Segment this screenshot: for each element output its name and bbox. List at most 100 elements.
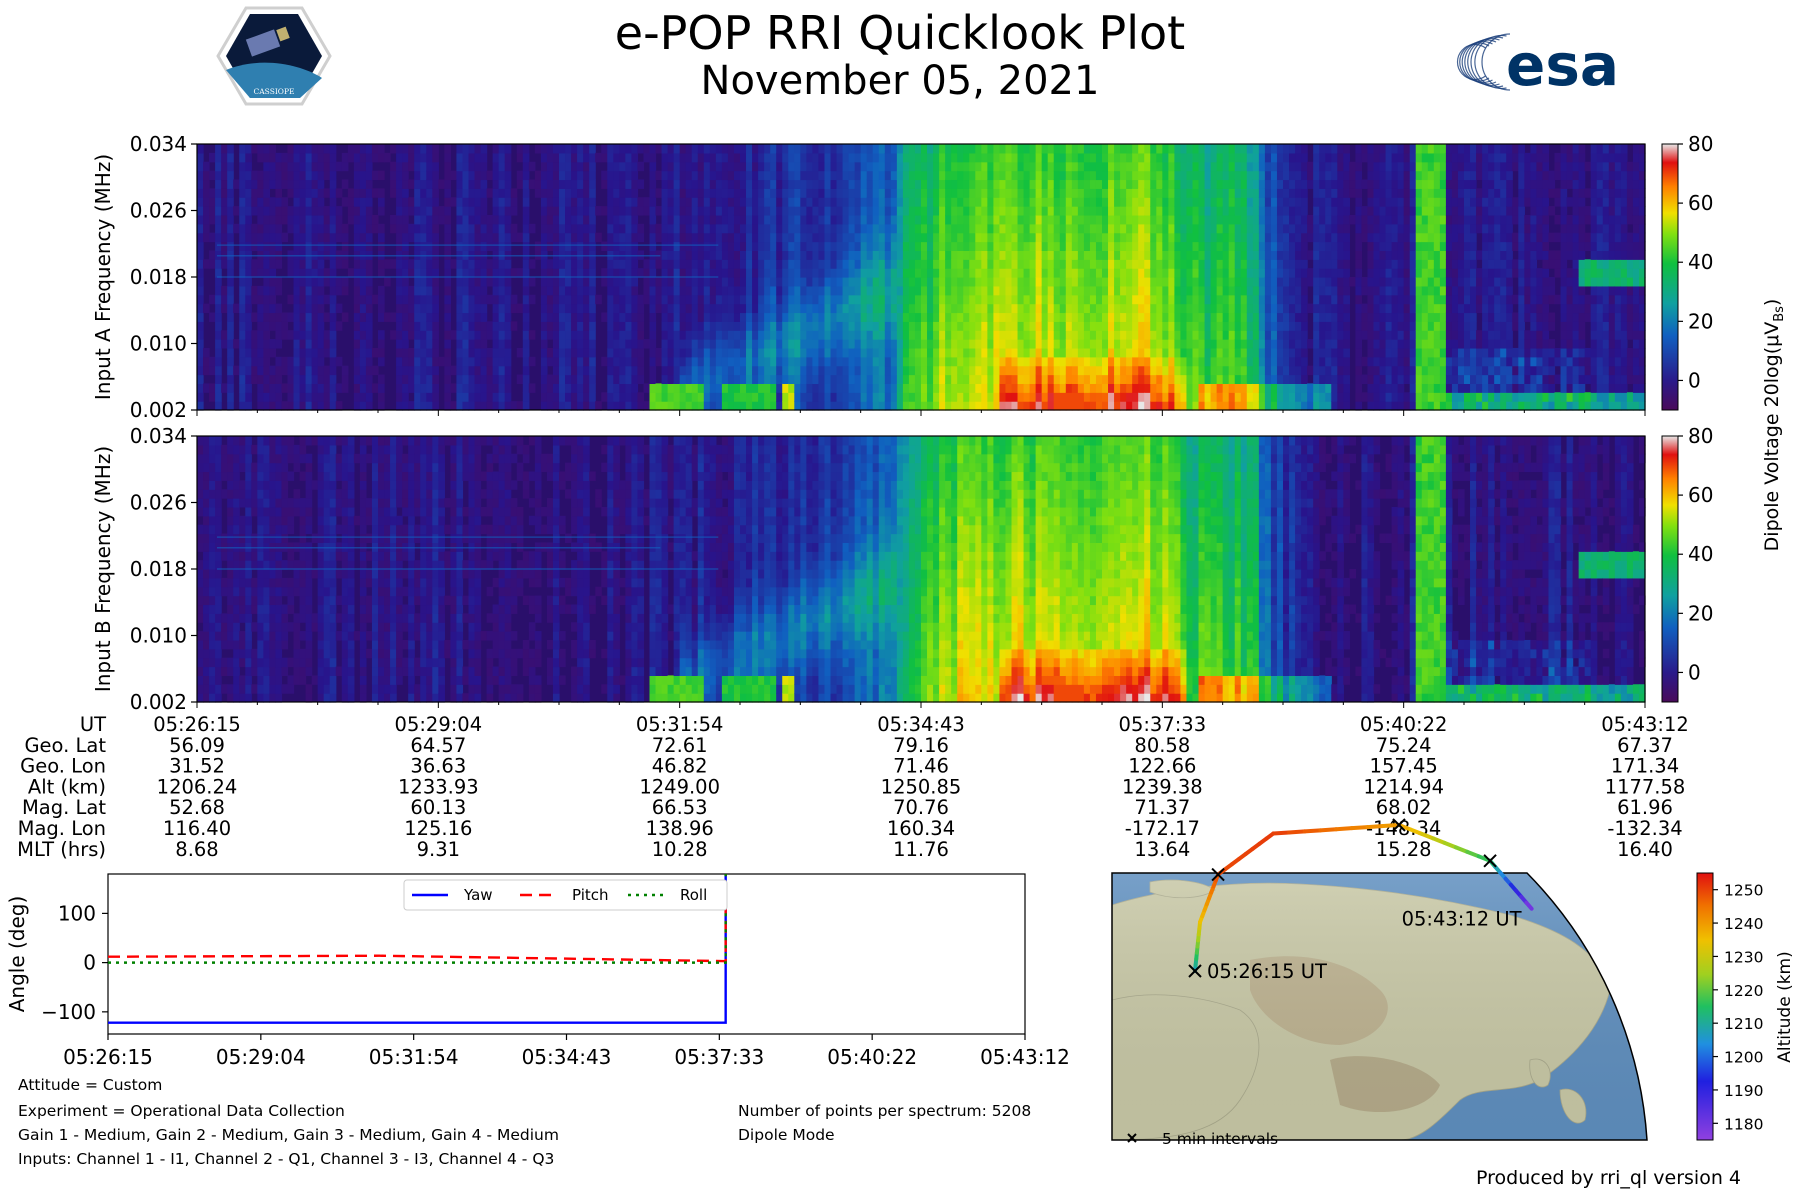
spectrogram-cell — [691, 365, 699, 376]
spectrogram-cell — [896, 321, 904, 331]
spectrogram-cell — [721, 277, 729, 287]
spectrogram-cell — [1132, 214, 1139, 225]
spectrogram-cell — [872, 161, 880, 172]
spectrogram-cell — [908, 223, 916, 234]
spectrogram-cell — [800, 144, 807, 154]
spectrogram-cell — [359, 365, 367, 376]
spectrogram-cell — [914, 347, 922, 358]
spectrogram-cell — [559, 241, 566, 251]
spectrogram-cell — [414, 330, 421, 340]
spectrogram-cell — [305, 356, 313, 367]
spectrogram-cell — [667, 241, 675, 251]
spectrogram-cell — [830, 277, 838, 287]
spectrogram-cell — [498, 152, 506, 163]
spectrogram-cell — [770, 277, 777, 287]
spectrogram-cell — [275, 214, 283, 225]
spectrogram-cell — [359, 197, 367, 207]
spectrogram-cell — [1258, 347, 1266, 358]
spectrogram-cell — [239, 312, 246, 322]
spectrogram-cell — [197, 330, 204, 340]
spectrogram-cell — [1289, 330, 1296, 340]
spectrogram-cell — [341, 277, 349, 287]
spectrogram-cell — [329, 277, 337, 287]
spectrogram-cell — [462, 268, 470, 278]
spectrogram-cell — [921, 268, 928, 278]
spectrogram-cell — [1204, 294, 1212, 305]
spectrogram-cell — [1168, 250, 1175, 260]
spectrogram-cell — [1053, 144, 1061, 154]
spectrogram-cell — [589, 374, 596, 384]
spectrogram-cell — [981, 347, 988, 358]
spectrogram-cell — [770, 161, 777, 172]
spectrogram-cell — [854, 392, 862, 402]
spectrogram-cell — [492, 321, 500, 331]
spectrogram-cell — [227, 294, 234, 305]
spectrogram-cell — [1083, 241, 1091, 251]
spectrogram-cell — [583, 144, 590, 154]
spectrogram-cell — [1083, 197, 1091, 207]
spectrogram-cell — [951, 144, 958, 154]
spectrogram-cell — [359, 268, 367, 278]
spectrogram-cell — [239, 339, 246, 349]
spectrogram-cell — [365, 294, 373, 305]
spectrogram-cell — [1180, 268, 1188, 278]
spectrogram-cell — [1005, 321, 1013, 331]
spectrogram-cell — [420, 374, 427, 384]
spectrogram-cell — [679, 206, 687, 216]
spectrogram-cell — [1065, 312, 1073, 322]
spectrogram-cell — [227, 161, 234, 172]
spectrogram-cell — [818, 161, 826, 172]
spectrogram-cell — [287, 152, 295, 163]
spectrogram-cell — [287, 356, 295, 367]
spectrogram-cell — [1258, 294, 1266, 305]
spectrogram-cell — [758, 303, 765, 314]
spectrogram-cell — [697, 401, 705, 411]
spectrogram-cell — [571, 206, 578, 216]
spectrogram-cell — [1240, 179, 1248, 189]
spectrogram-cell — [1216, 374, 1224, 384]
spectrogram-cell — [963, 268, 970, 278]
spectrogram-cell — [649, 197, 657, 207]
spectrogram-cell — [1168, 152, 1175, 163]
spectrogram-cell — [1011, 206, 1019, 216]
spectrogram-cell — [1077, 259, 1085, 269]
spectrogram-cell — [1126, 383, 1133, 393]
spectrogram-cell — [782, 206, 789, 216]
spectrogram-cell — [631, 214, 639, 225]
spectrogram-cell — [1252, 268, 1260, 278]
spectrogram-cell — [1168, 259, 1175, 269]
spectrogram-cell — [522, 392, 530, 402]
spectrogram-cell — [691, 321, 699, 331]
spectrogram-cell — [1270, 285, 1278, 296]
spectrogram-cell — [824, 383, 832, 393]
spectrogram-cell — [788, 339, 795, 349]
spectrogram-cell — [456, 144, 464, 154]
spectrogram-cell — [631, 339, 639, 349]
spectrogram-cell — [945, 330, 952, 340]
spectrogram-cell — [1276, 285, 1284, 296]
spectrogram-cell — [963, 383, 970, 393]
spectrogram-cell — [462, 330, 470, 340]
spectrogram-cell — [197, 197, 204, 207]
spectrogram-cell — [589, 294, 596, 305]
spectrogram-cell — [866, 206, 874, 216]
spectrogram-cell — [818, 356, 826, 367]
spectrogram-cell — [715, 347, 723, 358]
spectrogram-cell — [927, 383, 934, 393]
spectrogram-cell — [365, 241, 373, 251]
spectrogram-cell — [957, 339, 964, 349]
spectrogram-cell — [1289, 179, 1296, 189]
spectrogram-cell — [480, 259, 488, 269]
spectrogram-cell — [1077, 365, 1085, 376]
spectrogram-cell — [1035, 250, 1043, 260]
spectrogram-cell — [257, 197, 264, 207]
spectrogram-cell — [359, 277, 367, 287]
spectrogram-cell — [1114, 303, 1121, 314]
spectrogram-cell — [341, 161, 349, 172]
spectrogram-cell — [914, 374, 922, 384]
spectrogram-cell — [1240, 259, 1248, 269]
spectrogram-cell — [275, 206, 283, 216]
spectrogram-cell — [987, 339, 994, 349]
spectrogram-cell — [933, 232, 940, 243]
spectrogram-cell — [1198, 144, 1206, 154]
